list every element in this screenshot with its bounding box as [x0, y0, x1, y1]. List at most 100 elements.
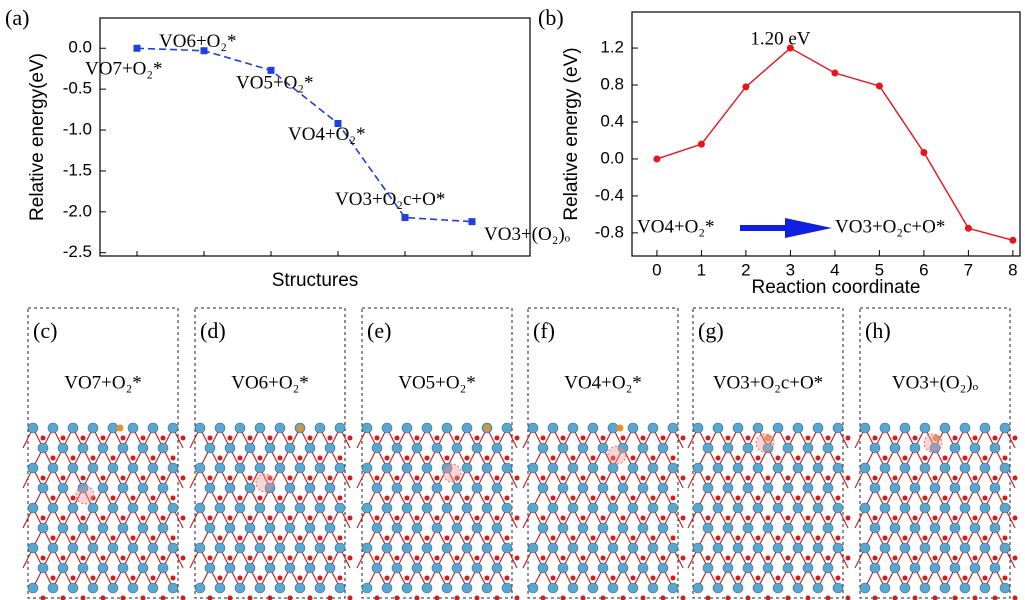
vanadium-atom — [627, 462, 639, 474]
oxygen-atom — [384, 495, 390, 501]
oxygen-atom — [474, 515, 480, 521]
oxygen-atom — [765, 555, 771, 561]
vanadium-atom — [567, 462, 579, 474]
oxygen-atom — [474, 475, 480, 481]
oxygen-atom — [484, 495, 490, 501]
vanadium-atom — [284, 562, 296, 574]
oxygen-atom — [972, 555, 978, 561]
vanadium-atom — [87, 542, 99, 554]
vanadium-atom — [421, 542, 433, 554]
vanadium-atom — [557, 562, 569, 574]
oxygen-atom — [307, 475, 313, 481]
vanadium-atom — [959, 542, 971, 554]
oxygen-atom — [972, 595, 978, 600]
vanadium-atom — [274, 422, 286, 434]
oxygen-atom — [882, 535, 888, 541]
vanadium-atom — [712, 582, 724, 594]
vanadium-atom — [254, 542, 266, 554]
highlight — [923, 433, 943, 453]
oxygen-atom — [110, 495, 116, 501]
oxygen-atom — [952, 435, 958, 441]
oxygen-atom — [932, 595, 938, 600]
oxygen-atom — [130, 455, 136, 461]
oxygen-atom — [725, 595, 731, 600]
oxygen-atom — [120, 435, 126, 441]
vanadium-atom — [214, 542, 226, 554]
vanadium-atom — [127, 462, 139, 474]
vanadium-atom — [401, 422, 413, 434]
vanadium-atom — [762, 482, 774, 494]
oxygen-atom — [434, 515, 440, 521]
oxygen-atom — [394, 515, 400, 521]
vanadium-atom — [587, 582, 599, 594]
vanadium-atom — [127, 542, 139, 554]
oxygen-atom — [454, 475, 460, 481]
oxygen-atom — [384, 455, 390, 461]
oxygen-atom — [464, 575, 470, 581]
oxygen-atom — [992, 475, 998, 481]
oxygen-atom — [374, 595, 380, 600]
vanadium-atom — [832, 422, 844, 434]
oxygen-atom — [307, 435, 313, 441]
vanadium-atom — [782, 522, 794, 534]
oxygen-atom — [982, 575, 988, 581]
vanadium-atom — [234, 502, 246, 514]
vanadium-atom — [577, 522, 589, 534]
oxygen-atom — [755, 495, 761, 501]
oxygen-atom — [80, 595, 86, 600]
vanadium-atom — [167, 582, 179, 594]
vanadium-atom — [87, 502, 99, 514]
oxygen-atom — [247, 435, 253, 441]
oxygen-atom — [434, 435, 440, 441]
vanadium-atom — [869, 482, 881, 494]
oxygen-atom — [267, 435, 273, 441]
vanadium-atom — [371, 562, 383, 574]
vanadium-atom — [969, 522, 981, 534]
oxygen-atom — [670, 575, 676, 581]
oxygen-atom — [1012, 515, 1018, 521]
oxygen-atom — [725, 475, 731, 481]
vanadium-atom — [431, 522, 443, 534]
vanadium-atom — [244, 522, 256, 534]
oxygen-atom — [745, 515, 751, 521]
oxygen-atom — [912, 475, 918, 481]
vanadium-atom — [274, 542, 286, 554]
oxygen-atom — [580, 515, 586, 521]
vanadium-atom — [314, 502, 326, 514]
vanadium-atom — [859, 502, 871, 514]
oxygen-atom — [902, 575, 908, 581]
oxygen-atom — [845, 435, 851, 441]
vanadium-atom — [107, 462, 119, 474]
oxygen-atom — [590, 535, 596, 541]
x-tick-label: 7 — [964, 260, 973, 279]
oxygen-atom — [180, 435, 186, 441]
panel-frame — [859, 307, 1011, 599]
vanadium-atom — [304, 442, 316, 454]
adsorbate — [764, 434, 772, 442]
vanadium-atom — [899, 542, 911, 554]
oxygen-atom — [932, 475, 938, 481]
oxygen-atom — [785, 555, 791, 561]
vanadium-atom — [27, 582, 39, 594]
oxygen-atom — [835, 455, 841, 461]
vanadium-atom — [117, 562, 129, 574]
oxygen-atom — [620, 515, 626, 521]
vanadium-atom — [204, 522, 216, 534]
oxygen-atom — [287, 475, 293, 481]
oxygen-atom — [1012, 555, 1018, 561]
vanadium-atom — [451, 522, 463, 534]
vanadium-atom — [527, 462, 539, 474]
oxygen-atom — [40, 475, 46, 481]
oxygen-atom — [374, 475, 380, 481]
oxygen-atom — [670, 495, 676, 501]
data-point — [964, 224, 972, 232]
oxygen-atom — [755, 535, 761, 541]
vanadium-atom — [77, 522, 89, 534]
oxygen-atom — [825, 555, 831, 561]
vanadium-atom — [244, 562, 256, 574]
vanadium-atom — [214, 462, 226, 474]
vanadium-atom — [324, 482, 336, 494]
vanadium-atom — [547, 502, 559, 514]
vanadium-atom — [87, 422, 99, 434]
